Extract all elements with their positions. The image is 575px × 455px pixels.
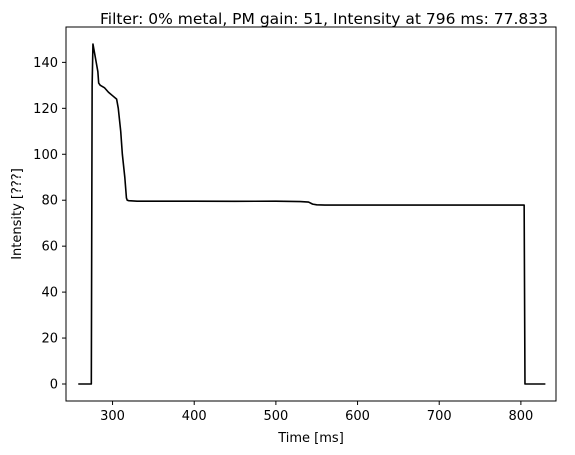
y-tick-label: 60 (41, 240, 58, 255)
y-tick-label: 20 (41, 332, 58, 347)
y-axis-label: Intensity [???] (10, 168, 25, 260)
x-tick-label: 800 (508, 409, 533, 424)
plot-frame (65, 26, 557, 402)
y-tick-label: 120 (33, 102, 58, 117)
y-tick-label: 0 (50, 378, 58, 393)
series-line-0 (78, 43, 546, 385)
x-tick-label: 700 (427, 409, 452, 424)
x-tick-label: 600 (345, 409, 370, 424)
x-axis-label: Time [ms] (277, 431, 344, 446)
y-tick-label: 80 (41, 194, 58, 209)
x-tick-label: 300 (100, 409, 125, 424)
chart-title: Filter: 0% metal, PM gain: 51, Intensity… (100, 10, 548, 28)
y-tick-label: 40 (41, 286, 58, 301)
y-tick-label: 140 (33, 56, 58, 71)
y-tick-label: 100 (33, 148, 58, 163)
x-tick-label: 400 (182, 409, 207, 424)
x-tick-label: 500 (263, 409, 288, 424)
